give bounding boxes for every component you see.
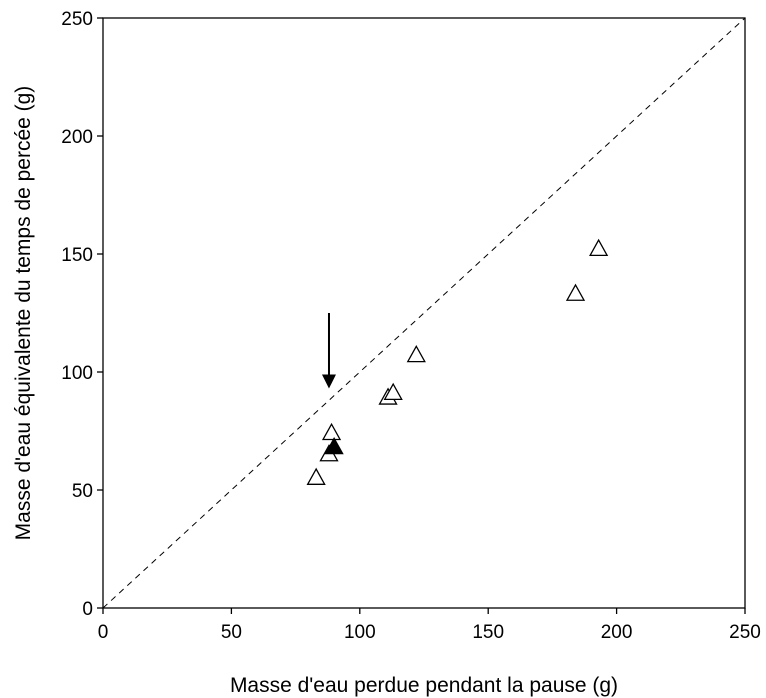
annotations [321,313,336,389]
x-tick-label: 0 [98,622,109,643]
x-tick-label: 150 [472,622,504,643]
plot-area [102,17,746,609]
y-tick-label: 150 [61,245,93,266]
y-tick-label: 250 [61,9,93,30]
data-point-open-triangle [406,344,426,363]
y-tick-label: 50 [72,481,93,502]
data-point-filled-triangle [324,437,344,455]
identity-reference-line [102,17,746,609]
y-tick-label: 0 [82,599,93,620]
data-markers [306,238,609,485]
y-axis-title: Masse d'eau équivalente du temps de perc… [12,86,35,541]
data-point-open-triangle [589,238,609,257]
y-tick-label: 100 [61,363,93,384]
data-point-open-triangle [565,283,586,301]
x-tick-label: 100 [344,622,376,643]
x-tick-label: 200 [601,622,633,643]
arrow-head [321,374,336,389]
x-tick-label: 250 [729,622,761,643]
y-axis-ticks: 0 50 100 150 200 250 [61,9,103,620]
data-point-open-triangle [321,422,342,441]
plot-frame [102,17,746,609]
x-axis-ticks: 0 50 100 150 200 250 [98,608,761,643]
data-point-open-triangle [383,382,403,401]
x-axis-title: Masse d'eau perdue pendant la pause (g) [230,674,618,697]
data-point-open-triangle [306,467,326,485]
y-tick-label: 200 [61,127,93,148]
x-tick-label: 50 [221,622,242,643]
